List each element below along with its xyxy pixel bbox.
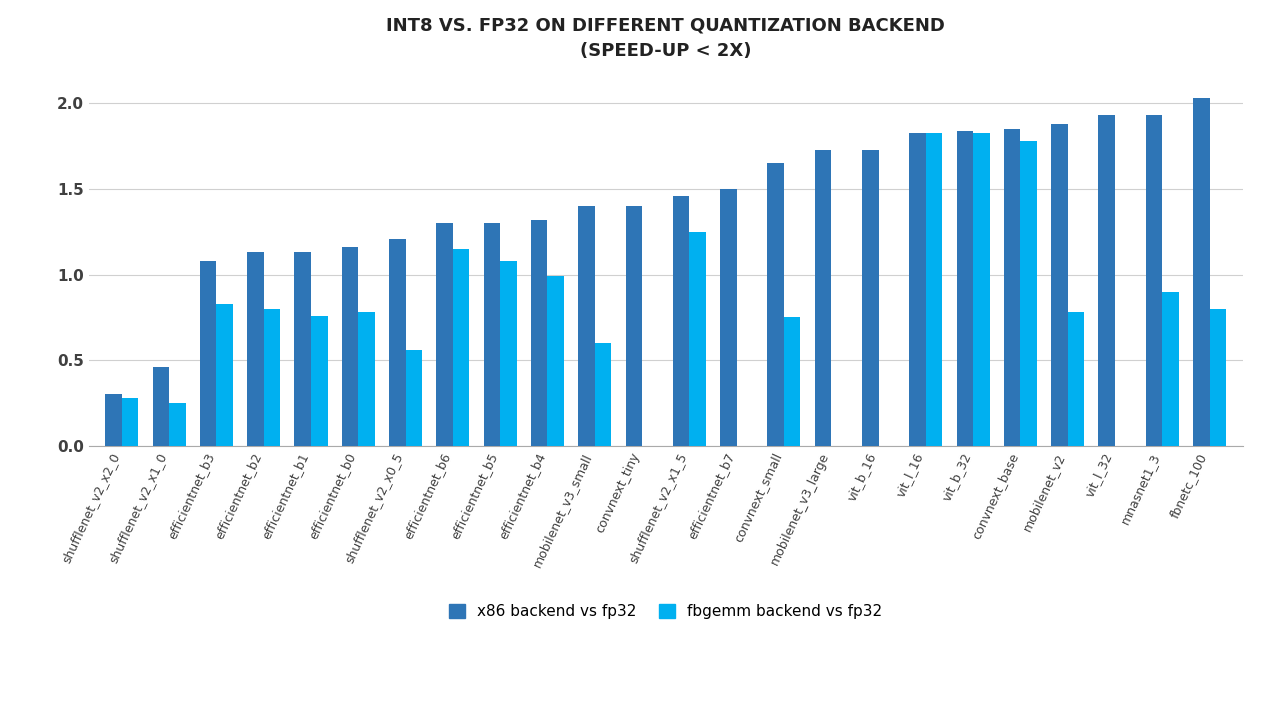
Bar	[264, 309, 280, 446]
Bar	[1146, 115, 1163, 446]
Bar	[578, 206, 595, 446]
Bar	[200, 261, 217, 446]
Bar	[531, 220, 548, 446]
Legend: x86 backend vs fp32, fbgemm backend vs fp32: x86 backend vs fp32, fbgemm backend vs f…	[444, 597, 888, 625]
Bar	[406, 350, 422, 446]
Bar	[1051, 124, 1068, 446]
Bar	[436, 223, 453, 446]
Title: INT8 VS. FP32 ON DIFFERENT QUANTIZATION BACKEND
(SPEED-UP < 2X): INT8 VS. FP32 ON DIFFERENT QUANTIZATION …	[387, 17, 945, 60]
Bar	[767, 163, 784, 446]
Bar	[359, 312, 375, 446]
Bar	[720, 189, 737, 446]
Bar	[909, 132, 926, 446]
Bar	[548, 276, 564, 446]
Bar	[105, 395, 122, 446]
Bar	[500, 261, 517, 446]
Bar	[784, 317, 800, 446]
Bar	[814, 150, 832, 446]
Bar	[217, 303, 233, 446]
Bar	[294, 252, 311, 446]
Bar	[122, 398, 138, 446]
Bar	[973, 132, 989, 446]
Bar	[1021, 141, 1037, 446]
Bar	[152, 367, 169, 446]
Bar	[956, 131, 973, 446]
Bar	[389, 239, 406, 446]
Bar	[311, 316, 327, 446]
Bar	[862, 150, 879, 446]
Bar	[342, 247, 359, 446]
Bar	[1163, 292, 1179, 446]
Bar	[625, 206, 642, 446]
Bar	[453, 249, 469, 446]
Bar	[1004, 129, 1021, 446]
Bar	[690, 232, 706, 446]
Bar	[247, 252, 264, 446]
Bar	[595, 343, 611, 446]
Bar	[1210, 309, 1226, 446]
Bar	[673, 196, 690, 446]
Bar	[1098, 115, 1115, 446]
Bar	[483, 223, 500, 446]
Bar	[1193, 99, 1210, 446]
Bar	[169, 403, 185, 446]
Bar	[926, 132, 942, 446]
Bar	[1068, 312, 1084, 446]
